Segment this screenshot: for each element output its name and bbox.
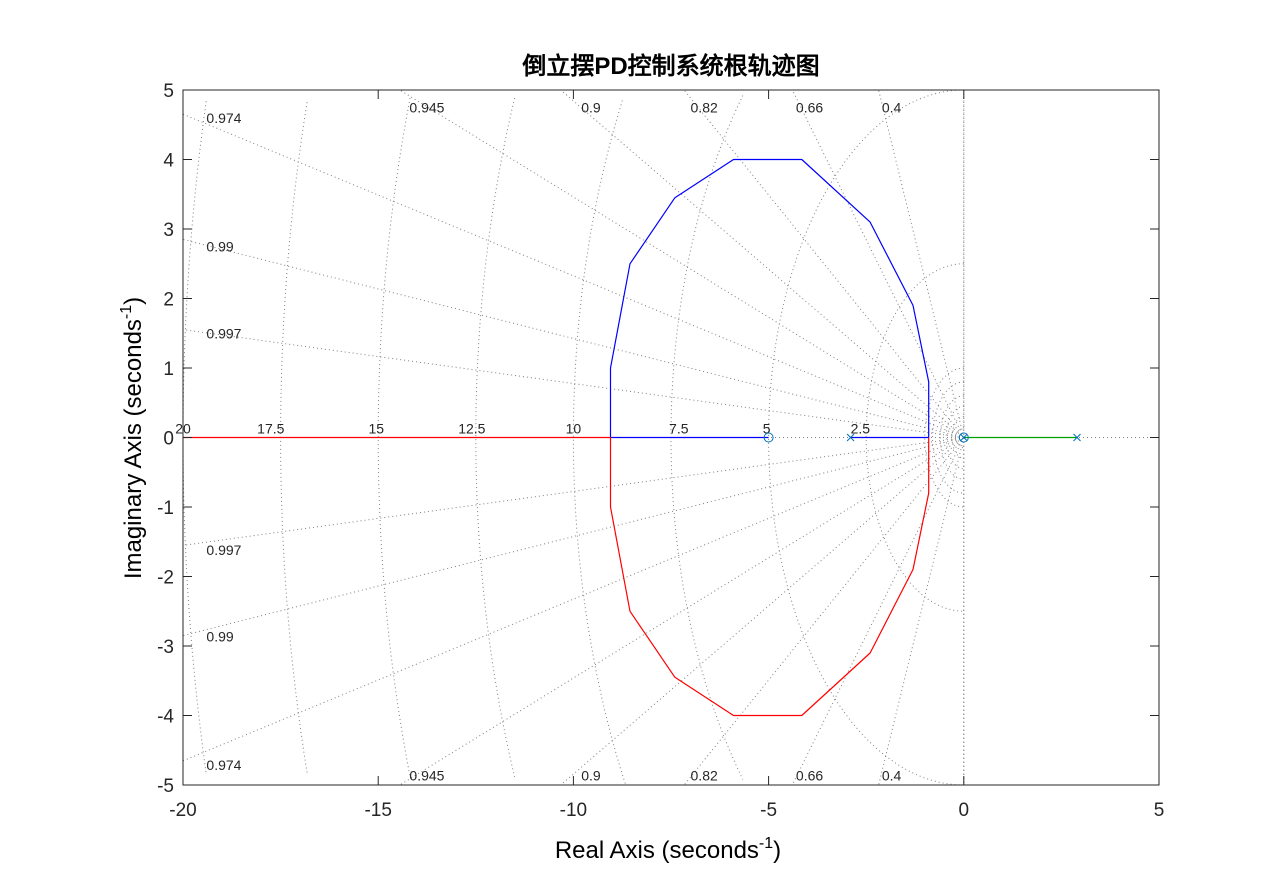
y-tick-label: -3 [157,637,174,658]
damping-line [182,437,964,546]
frequency-label: 10 [566,421,582,437]
damping-label-upper: 0.4 [882,99,902,115]
chart-title: 倒立摆PD控制系统根轨迹图 [521,52,819,80]
y-tick-label: -1 [157,498,174,519]
y-tick-label: -5 [157,776,174,797]
frequency-label: 17.5 [257,421,284,437]
y-axis-title: Imaginary Axis (seconds-1) [118,297,147,579]
damping-line [182,113,964,438]
zero-marker [763,432,774,443]
damping-label-lower: 0.99 [206,629,233,645]
locus-branch-2 [183,436,930,717]
y-tick-label: 1 [163,359,174,380]
damping-line [182,437,964,762]
y-axis-title-close: ) [120,297,147,305]
zero-marker [958,432,969,443]
damping-label-lower: 0.66 [796,768,823,784]
damping-label-lower: 0.974 [206,757,241,773]
damping-label-upper: 0.945 [409,99,444,115]
damping-label-lower: 0.4 [882,768,902,784]
frequency-label: 5 [763,421,771,437]
damping-label-upper: 0.66 [796,99,823,115]
y-tick-label: 5 [163,81,174,102]
x-axis-title-exponent: -1 [759,835,773,852]
pole-cross-stroke [846,433,855,442]
damping-label-lower: 0.997 [206,542,241,558]
x-tick-label: -5 [760,800,777,821]
y-tick-label: -4 [157,707,174,728]
x-tick-label: -20 [169,800,196,821]
frequency-label: 2.5 [851,421,871,437]
y-axis-title-text: Imaginary Axis (seconds [120,319,147,579]
pole-cross-stroke [1073,433,1081,442]
x-axis-title-close: ) [773,837,781,864]
x-axis-title: Real Axis (seconds-1) [555,835,781,864]
y-tick-label: 2 [163,290,174,311]
frequency-arc [957,426,964,449]
frequency-arc [377,98,411,777]
locus-branch-1 [609,158,930,439]
damping-line [791,89,965,438]
pole-marker [1073,433,1081,442]
y-tick-label: 4 [163,151,174,172]
pole-marker [959,433,968,442]
y-tick-label: -2 [157,568,174,589]
damping-label-upper: 0.974 [206,110,241,126]
frequency-arc [945,405,964,470]
locus-branches [183,158,1077,717]
x-tick-label: -10 [560,800,587,821]
damping-label-upper: 0.99 [206,238,233,254]
x-tick-label: -15 [364,800,391,821]
x-axis-title-text: Real Axis (seconds [555,837,759,864]
y-tick-label: 3 [163,220,174,241]
damping-line [560,437,965,786]
frequency-label: 7.5 [669,421,689,437]
frequency-label: 15 [368,421,384,437]
frequency-arc [939,395,964,480]
damping-label-upper: 0.82 [691,99,718,115]
frequency-label: 12.5 [458,421,485,437]
damping-line [791,437,965,786]
pole-marker [846,433,855,442]
damping-label-lower: 0.9 [581,768,601,784]
y-axis-title-exponent: -1 [118,305,135,319]
damping-label-lower: 0.82 [691,768,718,784]
damping-line [560,89,965,438]
x-tick-label: 5 [1154,800,1165,821]
damping-line [182,329,964,438]
damping-line [399,89,965,438]
damping-label-upper: 0.997 [206,325,241,341]
damping-line [399,437,965,786]
y-tick-label: 0 [163,429,174,450]
frequency-arc [572,100,627,786]
x-tick-label: 0 [959,800,970,821]
pole-cross-stroke [959,433,968,442]
damping-label-upper: 0.9 [581,99,601,115]
damping-label-lower: 0.945 [409,768,444,784]
pole-zero-markers [763,432,1081,443]
